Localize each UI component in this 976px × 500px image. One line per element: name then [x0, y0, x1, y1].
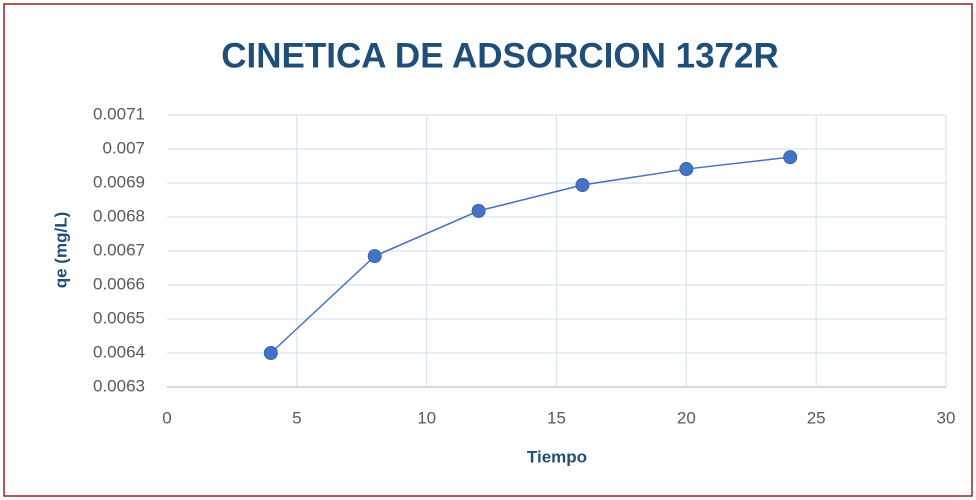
x-tick-label: 20 — [677, 408, 696, 427]
data-point — [471, 203, 486, 218]
y-axis-label: qe (mg/L) — [51, 212, 70, 289]
y-tick-label: 0.0068 — [93, 206, 145, 225]
y-tick-label: 0.007 — [102, 138, 145, 157]
x-tick-label: 25 — [807, 408, 826, 427]
chart-frame — [3, 3, 973, 497]
y-tick-label: 0.0069 — [93, 172, 145, 191]
data-point — [263, 346, 278, 360]
y-tick-label: 0.0063 — [93, 376, 145, 395]
y-tick-label: 0.0066 — [93, 274, 145, 293]
x-axis-label: Tiempo — [527, 447, 587, 466]
chart-title: CINETICA DE ADSORCION 1372R — [221, 36, 779, 75]
data-point — [783, 150, 798, 165]
data-line — [270, 156, 791, 354]
y-tick-label: 0.0067 — [93, 240, 145, 259]
y-tick-label: 0.0064 — [93, 342, 145, 361]
x-tick-label: 15 — [547, 408, 566, 427]
y-tick-label: 0.0071 — [93, 104, 145, 123]
data-point — [679, 162, 694, 177]
x-tick-label: 5 — [292, 408, 301, 427]
data-point — [367, 249, 382, 264]
x-tick-label: 30 — [937, 408, 956, 427]
x-tick-label: 0 — [162, 408, 171, 427]
x-tick-label: 10 — [417, 408, 436, 427]
data-point — [575, 178, 590, 193]
y-tick-label: 0.0065 — [93, 308, 145, 327]
